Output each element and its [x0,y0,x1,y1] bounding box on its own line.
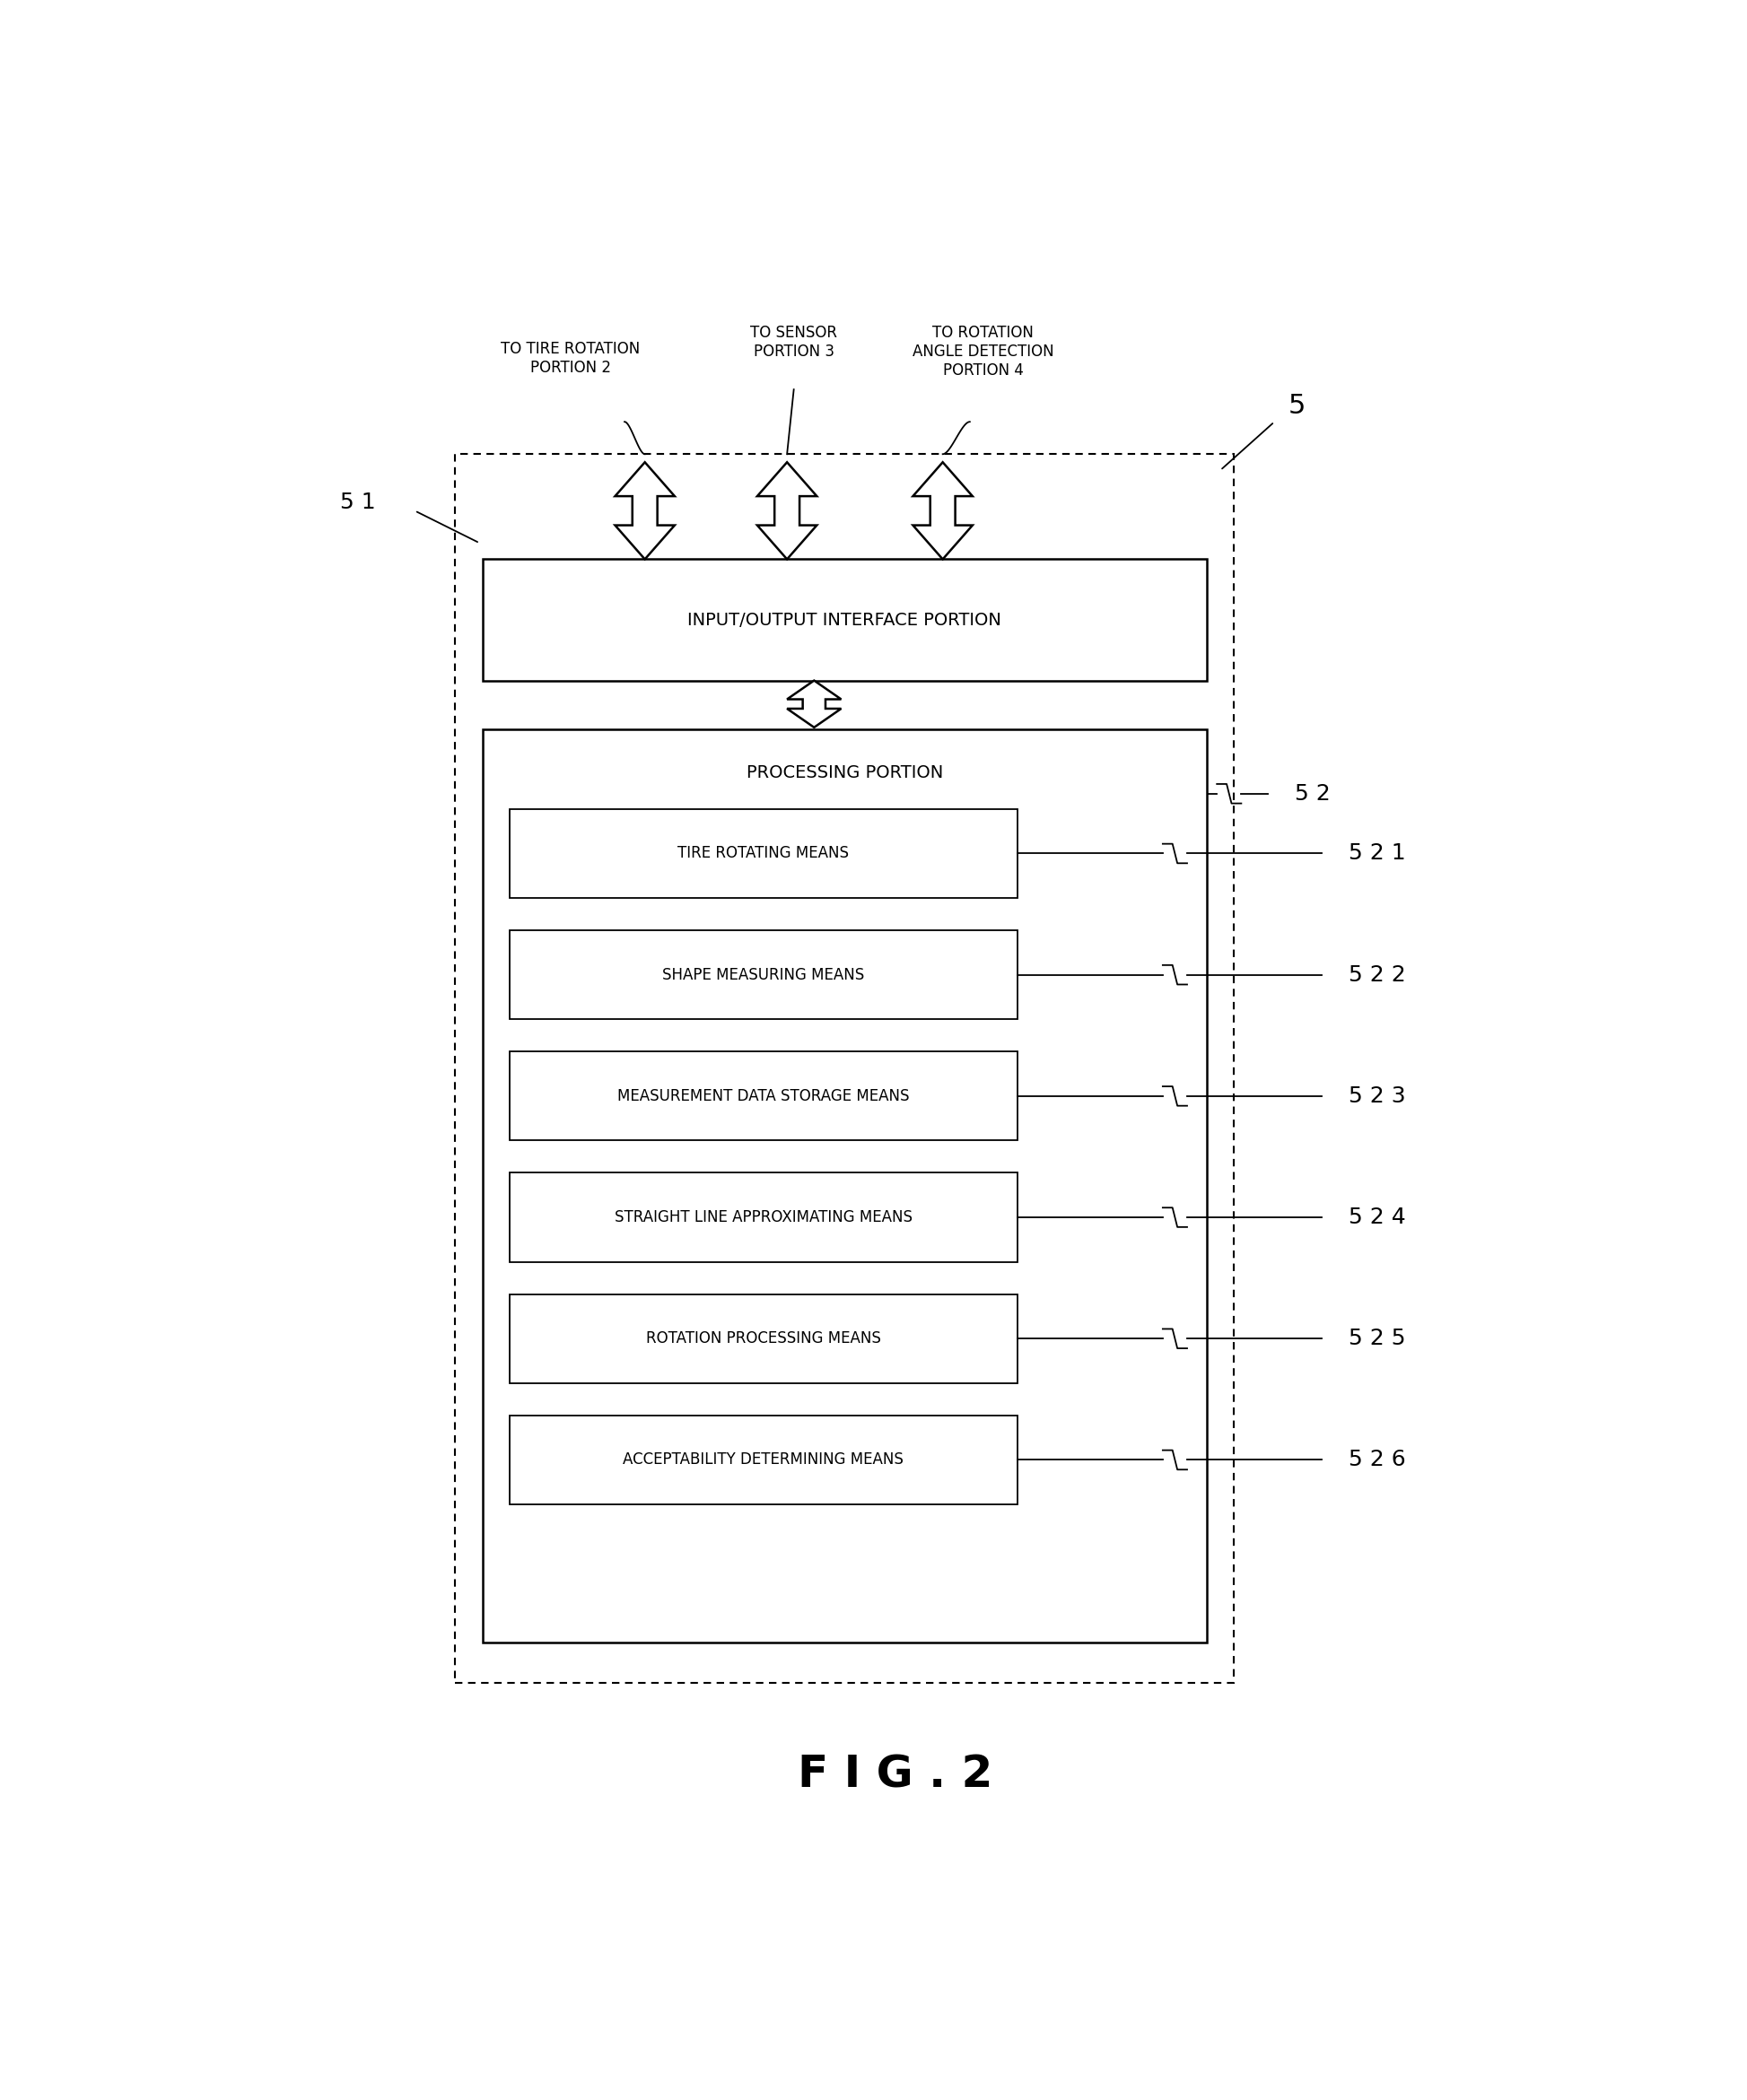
Polygon shape [756,462,818,559]
Bar [510,1294,1017,1384]
Bar [510,808,1017,899]
Text: 5 2 6: 5 2 6 [1349,1449,1406,1470]
Text: 5 2 1: 5 2 1 [1349,842,1406,865]
Text: STRAIGHT LINE APPROXIMATING MEANS: STRAIGHT LINE APPROXIMATING MEANS [615,1210,912,1226]
Text: TIRE ROTATING MEANS: TIRE ROTATING MEANS [678,846,849,861]
Text: TO ROTATION
ANGLE DETECTION
PORTION 4: TO ROTATION ANGLE DETECTION PORTION 4 [912,326,1053,378]
Text: TO TIRE ROTATION
PORTION 2: TO TIRE ROTATION PORTION 2 [501,340,639,376]
Polygon shape [786,680,842,727]
Polygon shape [615,462,674,559]
Text: 5 2 5: 5 2 5 [1349,1327,1406,1350]
Bar [482,729,1207,1642]
Text: 5 2 4: 5 2 4 [1349,1208,1406,1228]
Bar [510,930,1017,1018]
Bar [482,559,1207,680]
Text: ROTATION PROCESSING MEANS: ROTATION PROCESSING MEANS [646,1331,880,1346]
Text: INPUT/OUTPUT INTERFACE PORTION: INPUT/OUTPUT INTERFACE PORTION [688,611,1001,628]
Text: SHAPE MEASURING MEANS: SHAPE MEASURING MEANS [662,966,865,983]
Bar [510,1415,1017,1504]
Text: ACCEPTABILITY DETERMINING MEANS: ACCEPTABILITY DETERMINING MEANS [624,1451,903,1468]
Text: 5 1: 5 1 [341,491,376,512]
Bar [510,1052,1017,1140]
Text: PROCESSING PORTION: PROCESSING PORTION [746,764,943,781]
Bar [456,454,1233,1682]
Text: MEASUREMENT DATA STORAGE MEANS: MEASUREMENT DATA STORAGE MEANS [617,1088,910,1105]
Text: TO SENSOR
PORTION 3: TO SENSOR PORTION 3 [749,326,837,359]
Text: 5 2: 5 2 [1295,783,1331,804]
Text: 5 2 2: 5 2 2 [1349,964,1406,985]
Text: 5 2 3: 5 2 3 [1349,1086,1406,1107]
Text: 5: 5 [1288,393,1305,418]
Polygon shape [914,462,973,559]
Bar [510,1174,1017,1262]
Text: F I G . 2: F I G . 2 [798,1754,992,1796]
